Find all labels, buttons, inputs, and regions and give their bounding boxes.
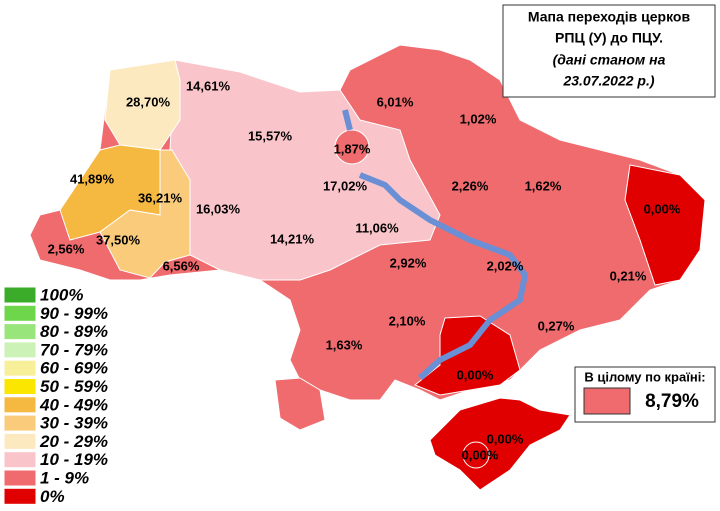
region-label: 17,02% xyxy=(323,178,368,193)
legend-swatch xyxy=(3,414,37,432)
luhansk xyxy=(624,164,706,286)
title-line: 23.07.2022 р.) xyxy=(562,73,654,89)
legend-label: 60 - 69% xyxy=(40,359,108,378)
moldova-side xyxy=(274,377,326,431)
region-label: 2,10% xyxy=(389,313,426,328)
region-label: 0,00% xyxy=(644,201,681,216)
legend-label: 70 - 79% xyxy=(40,340,108,359)
legend-swatch xyxy=(3,432,37,450)
river xyxy=(342,109,529,381)
title-line: (дані станом на xyxy=(553,52,666,68)
map-shapes xyxy=(29,44,706,491)
region-label: 1,02% xyxy=(460,111,497,126)
west-regions xyxy=(99,149,191,279)
legend-label: 30 - 39% xyxy=(40,414,108,433)
sevastopol xyxy=(462,441,490,469)
region-label: 6,01% xyxy=(377,94,414,109)
total-label: В цілому по країні: xyxy=(584,369,705,384)
region-label: 15,57% xyxy=(248,128,293,143)
legend-swatch xyxy=(3,396,37,414)
legend-label: 50 - 59% xyxy=(40,377,108,396)
region-label: 6,56% xyxy=(163,258,200,273)
legend-label: 40 - 49% xyxy=(39,395,108,414)
volyn xyxy=(104,59,181,151)
total-value: 8,79% xyxy=(645,391,699,412)
legend-swatch xyxy=(3,451,37,469)
region-label: 11,06% xyxy=(355,220,399,235)
title-line: Мапа переходів церков xyxy=(528,9,691,25)
region-label: 0,00% xyxy=(457,367,494,382)
region-label: 2,92% xyxy=(390,255,427,270)
crimea xyxy=(429,397,571,491)
legend-swatch xyxy=(3,487,37,505)
legend-swatch xyxy=(3,323,37,341)
region-label: 41,89% xyxy=(70,171,115,186)
region-label: 2,26% xyxy=(452,178,489,193)
region-label: 37,50% xyxy=(96,232,141,247)
region-label: 0,00% xyxy=(462,447,499,462)
region-label: 2,56% xyxy=(48,241,85,256)
legend-label: 90 - 99% xyxy=(40,304,108,323)
legend-swatch xyxy=(3,378,37,395)
legend-label: 0% xyxy=(40,487,65,506)
title-box xyxy=(502,4,716,98)
legend: 100%90 - 99%80 - 89%70 - 79%60 - 69%50 -… xyxy=(3,285,108,506)
region-label: 0,27% xyxy=(538,318,575,333)
region-labels: 28,70% 14,61% 15,57% 17,02% 1,87% 6,01% 1,02% 1… xyxy=(48,78,681,462)
region-label: 36,21% xyxy=(138,190,183,205)
region-label: 0,21% xyxy=(610,268,647,283)
kyiv-city xyxy=(334,129,370,165)
region-label: 14,61% xyxy=(186,78,231,93)
legend-swatch xyxy=(3,469,37,487)
region-label: 1,87% xyxy=(334,141,371,156)
legend-swatch xyxy=(3,359,37,377)
legend-label: 100% xyxy=(40,285,83,304)
legend-label: 1 - 9% xyxy=(40,468,89,487)
region-label: 16,03% xyxy=(196,201,241,216)
title-line: РПЦ (У) до ПЦУ. xyxy=(555,30,663,46)
region-label: 1,62% xyxy=(525,178,562,193)
legend-label: 10 - 19% xyxy=(40,450,108,469)
legend-label: 20 - 29% xyxy=(39,432,108,451)
legend-label: 80 - 89% xyxy=(40,322,108,341)
legend-swatch xyxy=(3,304,37,322)
legend-swatch xyxy=(3,341,37,359)
region-label: 28,70% xyxy=(126,94,171,109)
region-label: 2,02% xyxy=(487,258,524,273)
region-label: 14,21% xyxy=(270,231,315,246)
region-label: 0,00% xyxy=(487,431,524,446)
total-swatch xyxy=(583,387,631,415)
region-label: 1,63% xyxy=(326,337,363,352)
legend-swatch xyxy=(3,286,37,304)
